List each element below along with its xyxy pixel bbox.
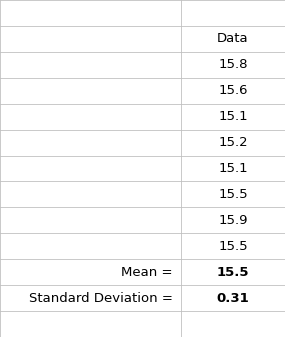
- Text: 15.2: 15.2: [218, 136, 248, 149]
- Text: 15.6: 15.6: [218, 84, 248, 97]
- Text: 15.5: 15.5: [218, 240, 248, 253]
- Text: Mean =: Mean =: [121, 266, 172, 279]
- Text: 15.1: 15.1: [218, 110, 248, 123]
- Text: 15.9: 15.9: [218, 214, 248, 227]
- Text: 15.1: 15.1: [218, 162, 248, 175]
- Text: 15.5: 15.5: [217, 266, 249, 279]
- Text: 15.8: 15.8: [218, 58, 248, 71]
- Text: 0.31: 0.31: [217, 292, 249, 305]
- Text: Standard Deviation =: Standard Deviation =: [28, 292, 172, 305]
- Text: 15.5: 15.5: [218, 188, 248, 201]
- Text: Data: Data: [217, 32, 249, 45]
